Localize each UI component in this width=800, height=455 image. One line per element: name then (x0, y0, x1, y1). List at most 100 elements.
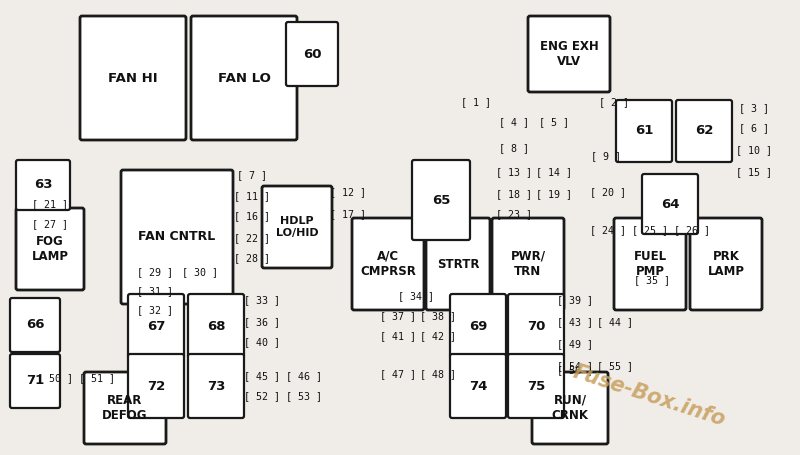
Text: [ 11 ]: [ 11 ] (234, 191, 270, 201)
Text: [ 7 ]: [ 7 ] (237, 170, 267, 180)
Text: [ 55 ]: [ 55 ] (597, 361, 633, 371)
Text: 71: 71 (26, 374, 44, 388)
Text: [ 42 ]: [ 42 ] (420, 331, 456, 341)
FancyBboxPatch shape (642, 174, 698, 234)
Text: 63: 63 (34, 178, 52, 192)
Text: [ 47 ]: [ 47 ] (380, 369, 416, 379)
Text: 73: 73 (207, 379, 225, 393)
Text: [ 1 ]: [ 1 ] (461, 97, 491, 107)
FancyBboxPatch shape (532, 372, 608, 444)
Text: 75: 75 (527, 379, 545, 393)
Text: [ 36 ]: [ 36 ] (244, 317, 280, 327)
Text: 68: 68 (206, 319, 226, 333)
Text: [ 23 ]: [ 23 ] (496, 209, 532, 219)
Text: [ 27 ]: [ 27 ] (32, 219, 68, 229)
Text: [ 56 ]: [ 56 ] (557, 365, 593, 375)
Text: [ 50 ]: [ 50 ] (37, 373, 73, 383)
Text: [ 54 ]: [ 54 ] (557, 361, 593, 371)
Text: [ 18 ]: [ 18 ] (496, 189, 532, 199)
FancyBboxPatch shape (450, 294, 506, 358)
Text: [ 24 ]: [ 24 ] (590, 225, 626, 235)
FancyBboxPatch shape (121, 170, 233, 304)
FancyBboxPatch shape (188, 294, 244, 358)
Text: [ 46 ]: [ 46 ] (286, 371, 322, 381)
Text: 69: 69 (469, 319, 487, 333)
Text: [ 10 ]: [ 10 ] (736, 145, 772, 155)
Text: FAN CNTRL: FAN CNTRL (138, 231, 216, 243)
FancyBboxPatch shape (191, 16, 297, 140)
Text: Fuse-Box.info: Fuse-Box.info (570, 362, 728, 430)
Text: FAN HI: FAN HI (108, 71, 158, 85)
Text: [ 35 ]: [ 35 ] (634, 275, 670, 285)
Text: [ 2 ]: [ 2 ] (599, 97, 629, 107)
FancyBboxPatch shape (528, 16, 610, 92)
Text: 64: 64 (661, 197, 679, 211)
Text: ENG EXH
VLV: ENG EXH VLV (540, 40, 598, 68)
FancyBboxPatch shape (128, 354, 184, 418)
Text: STRTR: STRTR (437, 258, 479, 271)
Text: HDLP
LO/HID: HDLP LO/HID (276, 216, 318, 238)
FancyBboxPatch shape (508, 354, 564, 418)
FancyBboxPatch shape (128, 294, 184, 358)
Text: [ 9 ]: [ 9 ] (591, 151, 621, 161)
FancyBboxPatch shape (352, 218, 424, 310)
Text: 65: 65 (432, 193, 450, 207)
Text: [ 12 ]: [ 12 ] (330, 187, 366, 197)
FancyBboxPatch shape (676, 100, 732, 162)
Text: [ 19 ]: [ 19 ] (536, 189, 572, 199)
Text: [ 41 ]: [ 41 ] (380, 331, 416, 341)
Text: [ 28 ]: [ 28 ] (234, 253, 270, 263)
Text: FAN LO: FAN LO (218, 71, 270, 85)
Text: 67: 67 (147, 319, 165, 333)
Text: FOG
LAMP: FOG LAMP (31, 235, 69, 263)
Text: [ 31 ]: [ 31 ] (137, 286, 173, 296)
FancyBboxPatch shape (614, 218, 686, 310)
FancyBboxPatch shape (412, 160, 470, 240)
Text: 61: 61 (635, 125, 653, 137)
Text: [ 32 ]: [ 32 ] (137, 305, 173, 315)
Text: [ 21 ]: [ 21 ] (32, 199, 68, 209)
Text: 60: 60 (302, 47, 322, 61)
Text: 72: 72 (147, 379, 165, 393)
Text: [ 51 ]: [ 51 ] (79, 373, 115, 383)
Text: 70: 70 (527, 319, 545, 333)
Text: [ 20 ]: [ 20 ] (590, 187, 626, 197)
FancyBboxPatch shape (80, 16, 186, 140)
Text: 74: 74 (469, 379, 487, 393)
Text: [ 45 ]: [ 45 ] (244, 371, 280, 381)
Text: [ 3 ]: [ 3 ] (739, 103, 769, 113)
Text: [ 8 ]: [ 8 ] (499, 143, 529, 153)
Text: [ 5 ]: [ 5 ] (539, 117, 569, 127)
Text: [ 37 ]: [ 37 ] (380, 311, 416, 321)
Text: PRK
LAMP: PRK LAMP (707, 250, 745, 278)
FancyBboxPatch shape (508, 294, 564, 358)
FancyBboxPatch shape (450, 354, 506, 418)
Text: [ 22 ]: [ 22 ] (234, 233, 270, 243)
Text: A/C
CMPRSR: A/C CMPRSR (360, 250, 416, 278)
Text: [ 16 ]: [ 16 ] (234, 211, 270, 221)
Text: [ 17 ]: [ 17 ] (330, 209, 366, 219)
Text: 66: 66 (26, 318, 44, 332)
Text: [ 52 ]: [ 52 ] (244, 391, 280, 401)
FancyBboxPatch shape (690, 218, 762, 310)
FancyBboxPatch shape (262, 186, 332, 268)
Text: [ 33 ]: [ 33 ] (244, 295, 280, 305)
Text: [ 44 ]: [ 44 ] (597, 317, 633, 327)
Text: 62: 62 (695, 125, 713, 137)
Text: PWR/
TRN: PWR/ TRN (510, 250, 546, 278)
FancyBboxPatch shape (492, 218, 564, 310)
FancyBboxPatch shape (616, 100, 672, 162)
Text: [ 49 ]: [ 49 ] (557, 339, 593, 349)
Text: [ 13 ]: [ 13 ] (496, 167, 532, 177)
FancyBboxPatch shape (10, 298, 60, 352)
Text: [ 25 ]: [ 25 ] (632, 225, 668, 235)
FancyBboxPatch shape (286, 22, 338, 86)
Text: [ 30 ]: [ 30 ] (182, 267, 218, 277)
Text: [ 43 ]: [ 43 ] (557, 317, 593, 327)
Text: REAR
DEFOG: REAR DEFOG (102, 394, 148, 422)
Text: [ 34 ]: [ 34 ] (398, 291, 434, 301)
Text: [ 4 ]: [ 4 ] (499, 117, 529, 127)
Text: [ 53 ]: [ 53 ] (286, 391, 322, 401)
Text: [ 14 ]: [ 14 ] (536, 167, 572, 177)
Text: [ 39 ]: [ 39 ] (557, 295, 593, 305)
